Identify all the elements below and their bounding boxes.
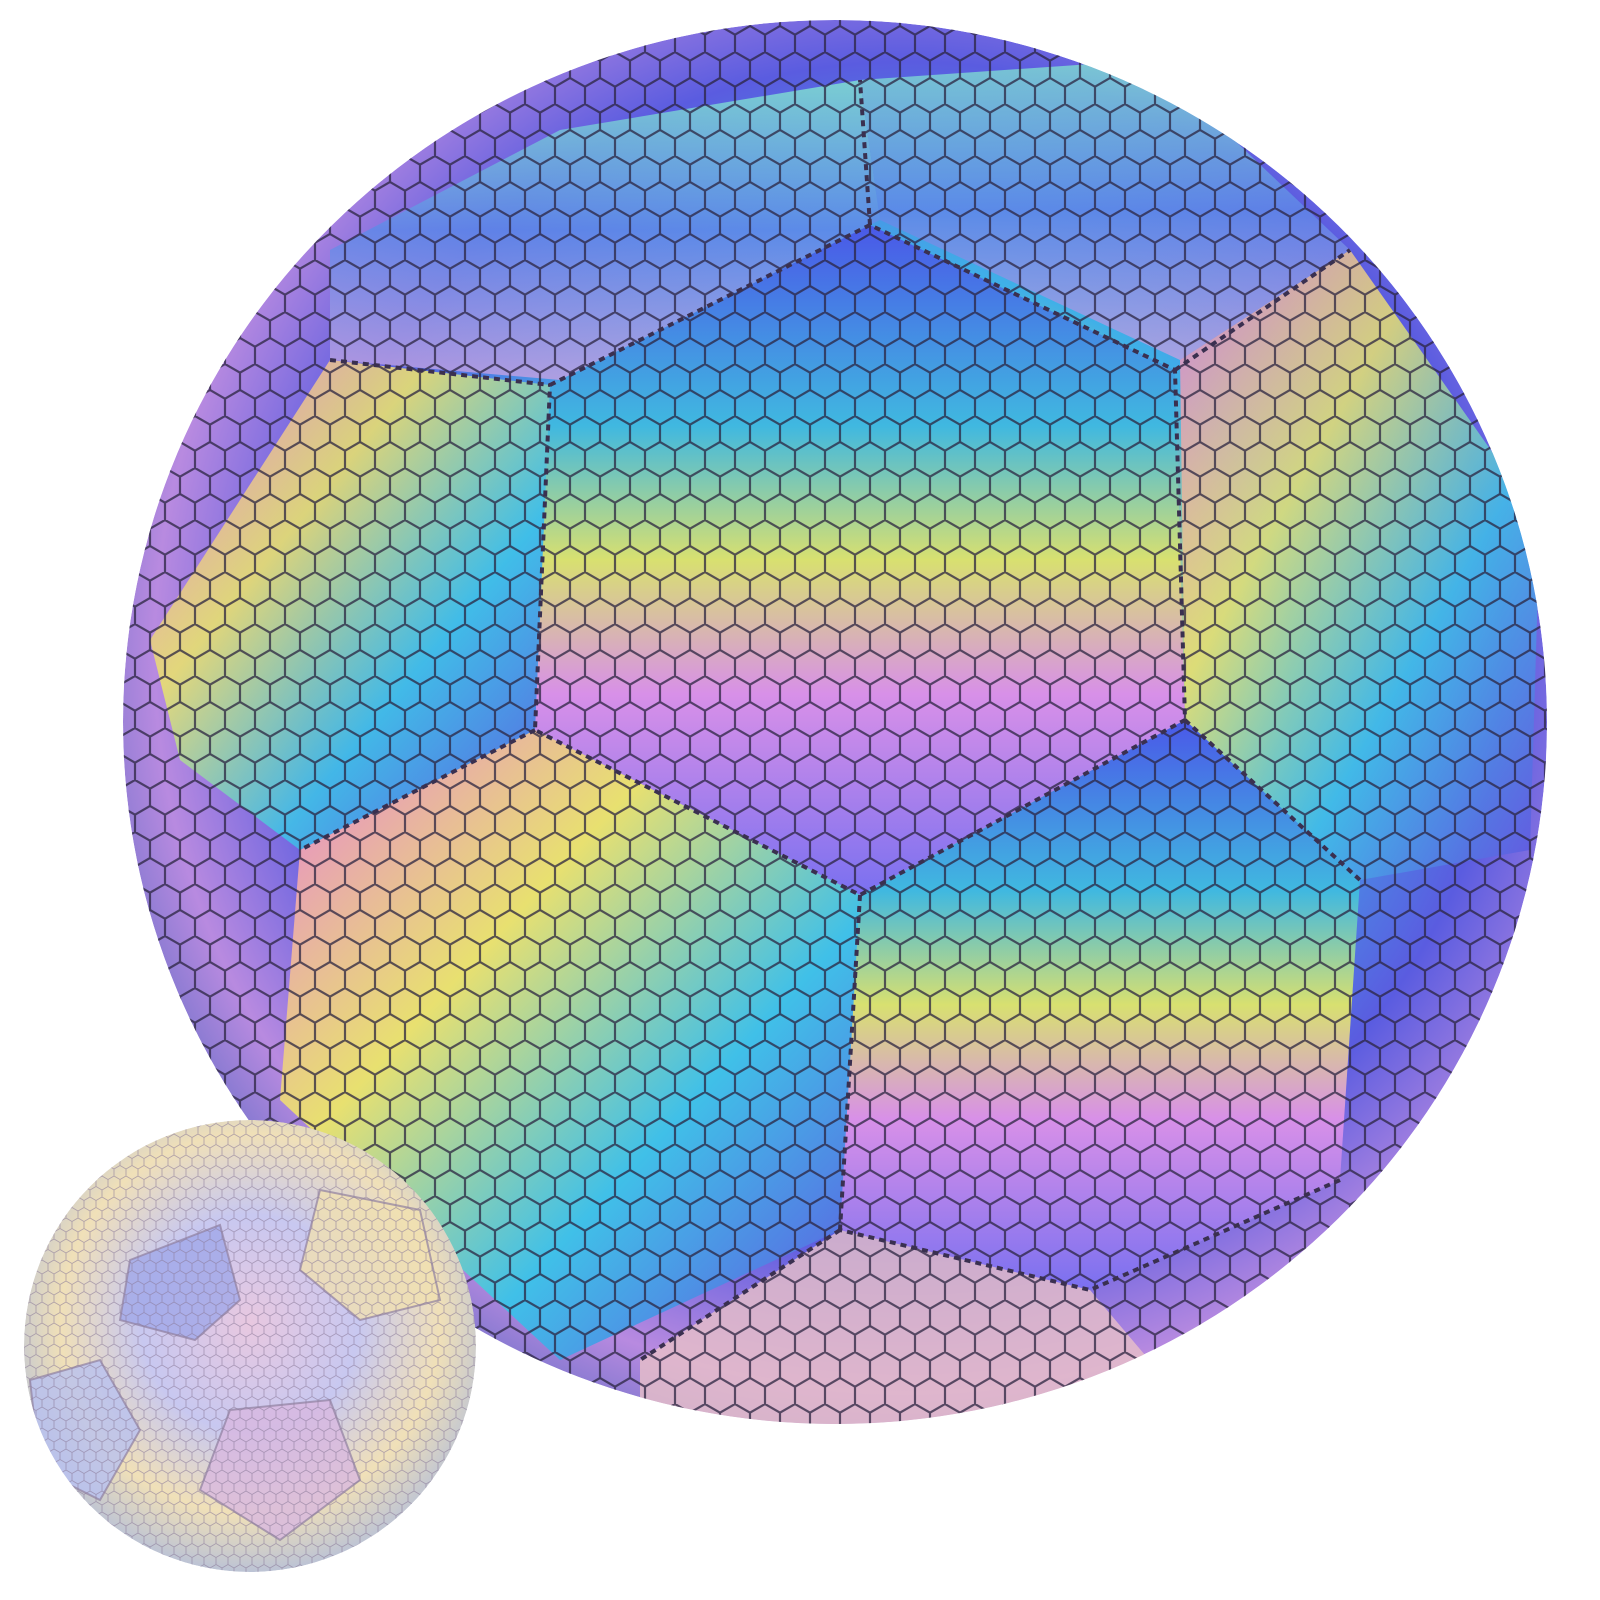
- large-soccer-ball: [123, 20, 1547, 1424]
- seams: [299, 79, 1362, 1362]
